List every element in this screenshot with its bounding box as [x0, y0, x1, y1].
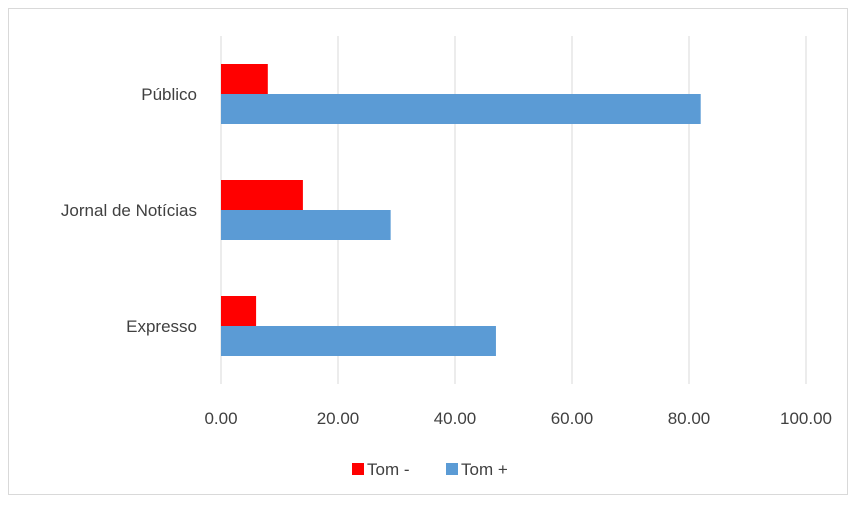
bar-tom-minus [221, 64, 268, 94]
legend-swatch [352, 463, 364, 475]
x-tick-label: 20.00 [317, 409, 360, 428]
x-tick-label: 100.00 [780, 409, 832, 428]
bar-tom-plus [221, 326, 496, 356]
category-label: Expresso [126, 317, 197, 336]
x-tick-label: 80.00 [668, 409, 711, 428]
legend-label: Tom + [461, 460, 508, 479]
legend-swatch [446, 463, 458, 475]
legend-label: Tom - [367, 460, 410, 479]
bar-tom-minus [221, 296, 257, 326]
chart-frame [8, 8, 848, 495]
x-tick-label: 40.00 [434, 409, 477, 428]
category-label: Público [141, 85, 197, 104]
bar-tom-minus [221, 180, 303, 210]
x-tick-label: 60.00 [551, 409, 594, 428]
x-tick-label: 0.00 [204, 409, 237, 428]
bar-tom-plus [221, 210, 391, 240]
bar-tom-plus [221, 94, 701, 124]
category-label: Jornal de Notícias [61, 201, 197, 220]
